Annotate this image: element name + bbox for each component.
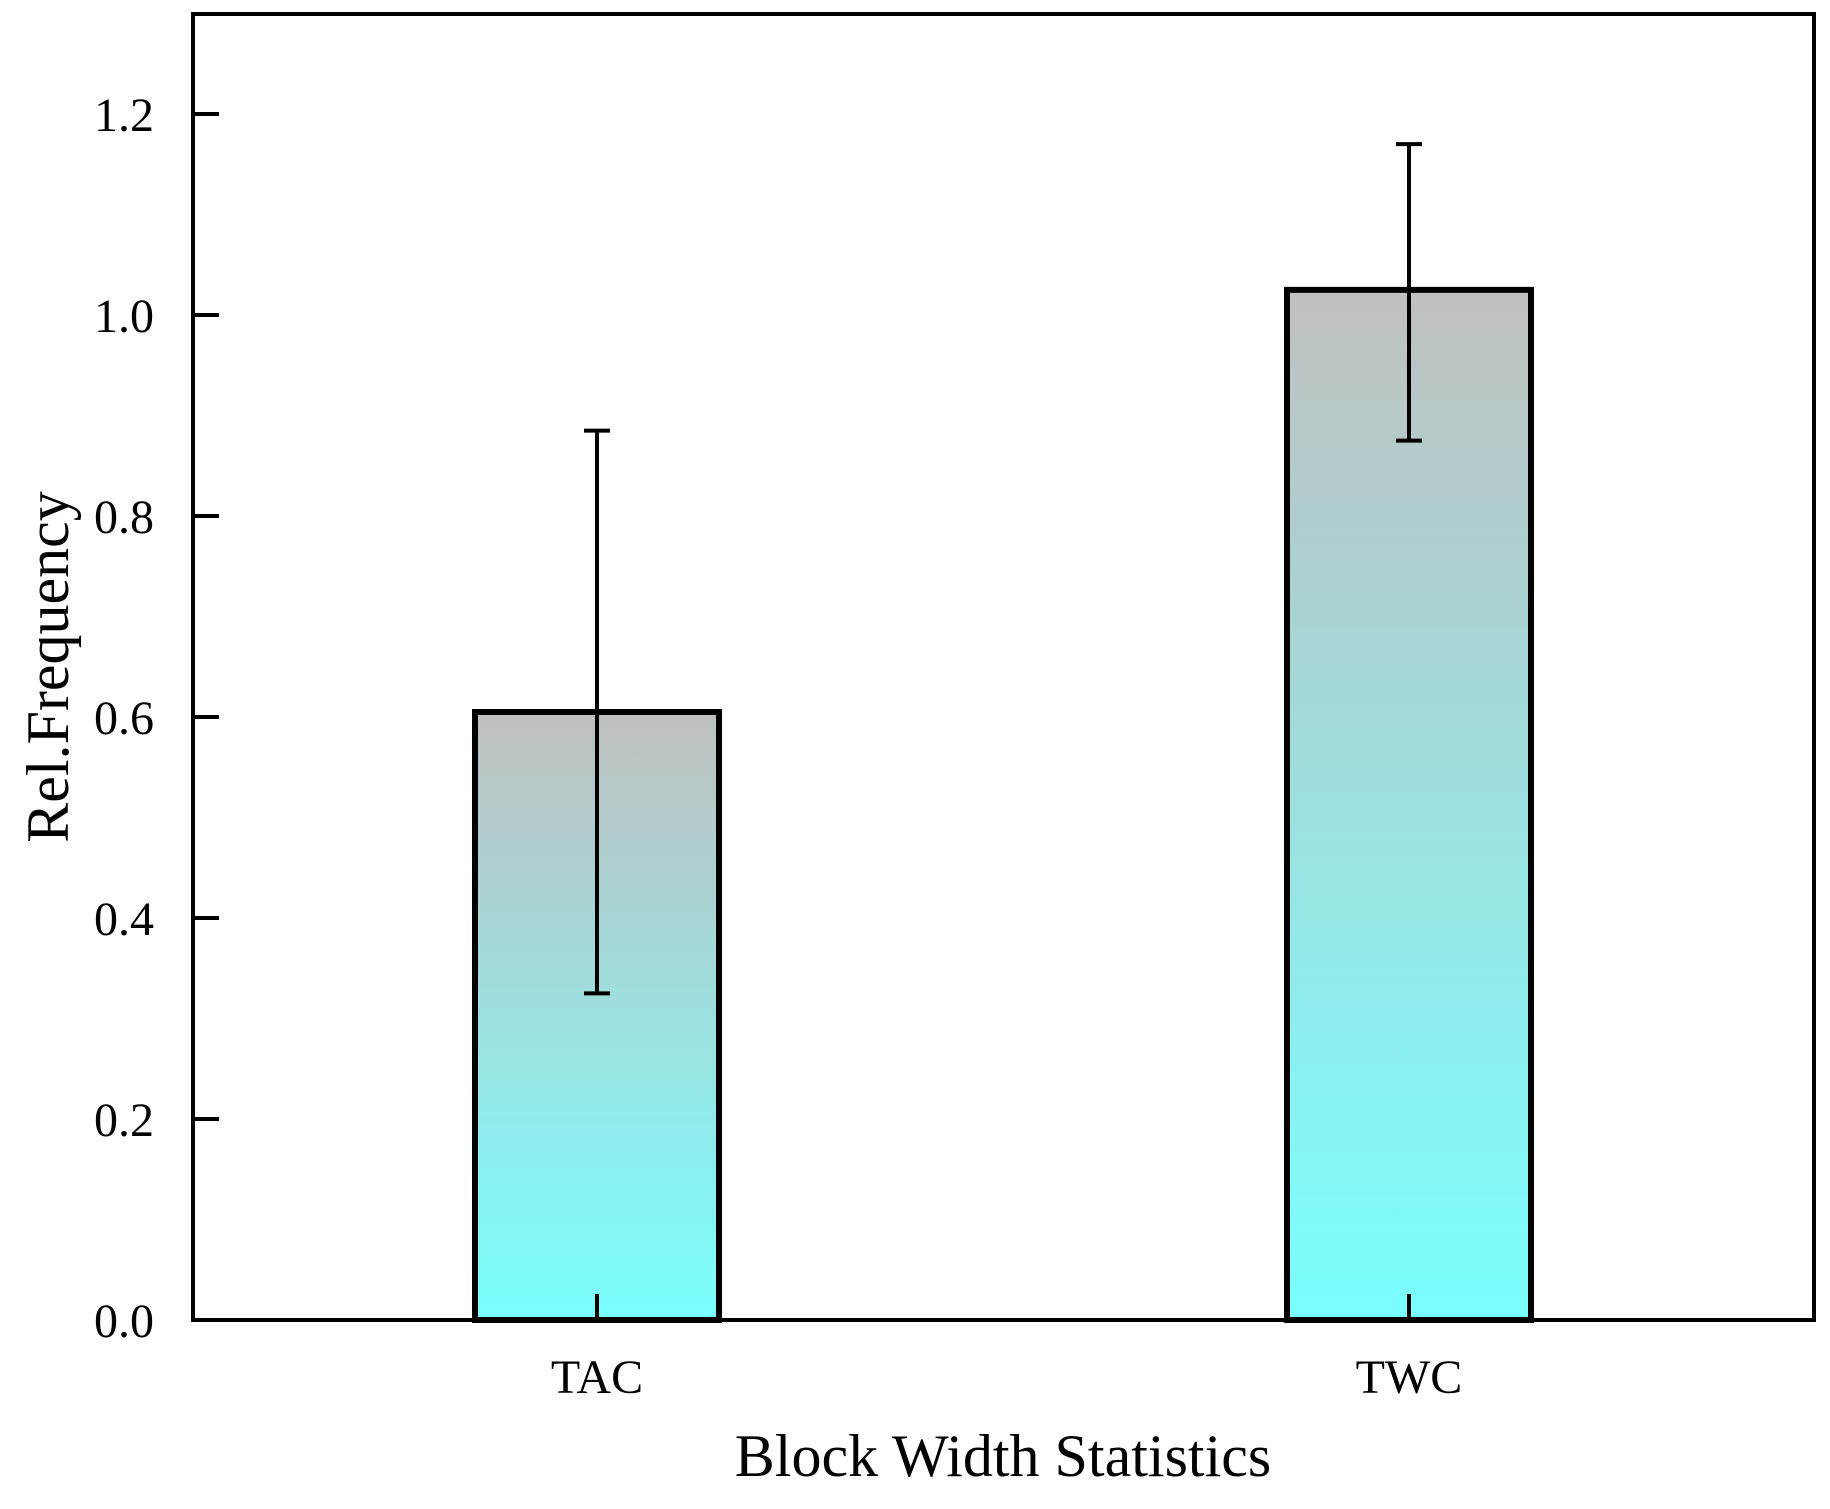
y-tick-label: 0.2 (94, 1094, 154, 1147)
y-tick-label: 0.4 (94, 893, 154, 946)
y-tick-label: 1.2 (94, 89, 154, 142)
y-axis: 0.0 0.2 0.4 0.6 0.8 1.0 1.2 (94, 89, 219, 1348)
bar-twc (1284, 286, 1534, 1323)
y-tick-label: 0.8 (94, 491, 154, 544)
error-bars-layer (584, 142, 1422, 996)
plot-frame (191, 12, 1816, 1322)
y-tick-label: 1.0 (94, 290, 154, 343)
y-tick-label: 0.6 (94, 692, 154, 745)
x-tick-label-tac: TAC (551, 1351, 643, 1404)
x-axis: TAC TWC (551, 1294, 1462, 1404)
x-tick-label-twc: TWC (1356, 1351, 1463, 1404)
bars-layer (472, 286, 1534, 1323)
y-tick-label: 0.0 (94, 1295, 154, 1348)
y-axis-title: Rel.Frequency (15, 491, 81, 843)
x-axis-title: Block Width Statistics (735, 1423, 1271, 1489)
